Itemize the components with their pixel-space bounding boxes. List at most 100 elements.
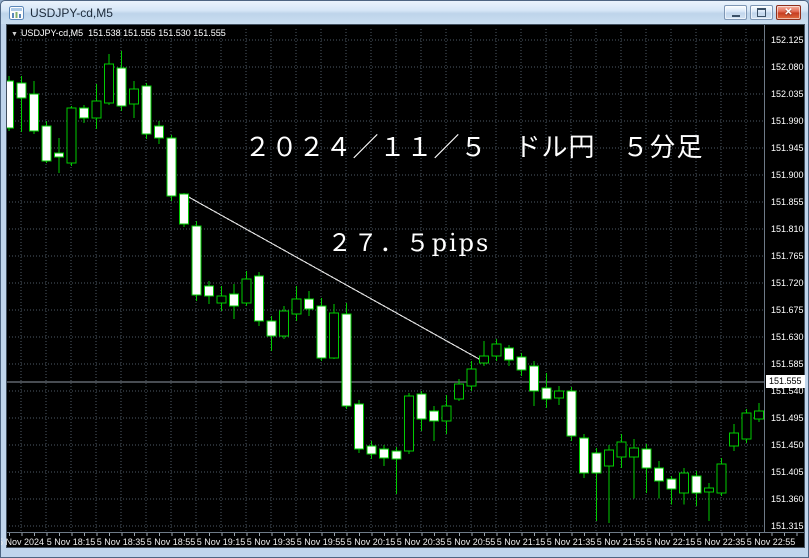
time-axis-label: 5 Nov 18:35 — [96, 537, 146, 547]
candle — [291, 298, 302, 315]
candle — [679, 472, 689, 494]
candle — [654, 467, 664, 482]
time-axis-label: 5 Nov 21:15 — [496, 537, 546, 547]
time-axis[interactable]: 5 Nov 2024 5 Nov 18:15 5 Nov 18:35 5 Nov 18… — [1, 532, 804, 549]
candle — [716, 463, 727, 494]
price-axis-label: 151.765 — [771, 251, 804, 261]
candle — [154, 125, 164, 139]
candlestick-chart[interactable]: ▼ USDJPY-cd,M5 151.538 151.555 151.530 15… — [1, 24, 805, 549]
time-axis-label: 5 Nov 22:55 — [746, 537, 796, 547]
candle — [591, 452, 602, 474]
candle — [91, 100, 102, 119]
price-axis-label: 151.900 — [771, 170, 804, 180]
candle — [16, 82, 27, 99]
ohlc-values: USDJPY-cd,M5 151.538 151.555 151.530 151… — [20, 28, 226, 38]
time-axis-label: 5 Nov 21:55 — [596, 537, 646, 547]
close-icon: ✕ — [784, 6, 793, 18]
price-axis-label: 152.125 — [771, 35, 804, 45]
time-axis-label: 5 Nov 20:15 — [346, 537, 396, 547]
price-axis-label: 151.855 — [771, 197, 804, 207]
candle — [541, 387, 552, 400]
candle — [641, 448, 652, 469]
candle — [666, 478, 677, 490]
candle — [391, 450, 402, 460]
candle — [404, 395, 414, 452]
candle — [254, 275, 264, 322]
price-axis-label: 151.720 — [771, 278, 804, 288]
candle — [204, 285, 214, 297]
price-axis-label: 151.990 — [771, 116, 804, 126]
candle — [129, 88, 139, 105]
time-axis-label: 5 Nov 22:15 — [646, 537, 696, 547]
candle — [729, 432, 739, 447]
candle — [54, 152, 64, 158]
candle — [691, 475, 702, 494]
minimize-icon — [731, 14, 740, 17]
candle — [604, 449, 614, 467]
time-axis-label: 5 Nov 19:35 — [246, 537, 296, 547]
candle — [429, 410, 439, 422]
candle — [66, 107, 77, 164]
candle — [241, 278, 252, 304]
time-axis-label: 5 Nov 18:55 — [146, 537, 196, 547]
price-axis-label: 151.450 — [771, 440, 804, 450]
time-axis-label: 5 Nov 20:55 — [446, 537, 496, 547]
candle — [479, 355, 489, 364]
ohlc-header: ▼ USDJPY-cd,M5 151.538 151.555 151.530 15… — [11, 28, 226, 38]
candle — [529, 365, 539, 392]
annotation-pips-label: ２７．５pips — [327, 229, 491, 257]
time-axis-label: 5 Nov 19:15 — [196, 537, 246, 547]
candle — [341, 313, 352, 407]
candle — [579, 437, 589, 474]
minimize-button[interactable] — [724, 5, 747, 20]
candle — [191, 225, 202, 296]
time-axis-label: 5 Nov 18:15 — [46, 537, 96, 547]
trend-line — [184, 194, 480, 360]
price-axis-label: 151.405 — [771, 467, 804, 477]
candle — [379, 448, 389, 459]
candle — [354, 403, 364, 450]
candle — [616, 441, 627, 458]
chart-plot[interactable] — [7, 25, 764, 533]
annotation-date-label: ２０２４／１１／５ ドル円 ５分足 — [244, 133, 704, 163]
price-axis-label: 151.495 — [771, 413, 804, 423]
price-axis-label: 151.315 — [771, 521, 804, 531]
candle — [416, 393, 427, 420]
candle — [366, 445, 377, 455]
price-axis-label: 151.810 — [771, 224, 804, 234]
current-price-tag: 151.555 — [766, 375, 805, 388]
price-axis-label: 152.035 — [771, 89, 804, 99]
candle — [504, 347, 514, 361]
time-axis-label: 5 Nov 2024 — [0, 537, 45, 547]
window-title: USDJPY-cd,M5 — [30, 5, 113, 20]
chart-window-icon — [9, 5, 24, 20]
candle — [116, 67, 127, 107]
candle — [566, 390, 577, 437]
candle — [266, 320, 277, 337]
close-button[interactable]: ✕ — [776, 5, 801, 20]
candle — [516, 356, 527, 371]
candle — [166, 137, 177, 197]
candle — [466, 368, 477, 387]
candle — [229, 293, 239, 307]
candle — [279, 310, 289, 337]
time-axis-label: 5 Nov 20:35 — [396, 537, 446, 547]
candle — [441, 405, 452, 422]
candle — [141, 85, 152, 135]
price-axis-label: 151.585 — [771, 359, 804, 369]
maximize-button[interactable] — [750, 5, 773, 20]
maximize-icon — [757, 8, 766, 17]
price-axis-label: 151.360 — [771, 494, 804, 504]
candle — [104, 63, 114, 104]
candle — [704, 487, 714, 493]
chart-dropdown-icon[interactable]: ▼ — [11, 31, 18, 38]
price-axis[interactable]: 152.125 152.080 152.035 151.990 151.945 151.9… — [764, 25, 805, 532]
candle — [454, 383, 464, 400]
price-axis-label: 151.540 — [771, 386, 804, 396]
window-titlebar[interactable]: USDJPY-cd,M5 ✕ — [1, 1, 808, 24]
candle — [7, 80, 14, 129]
candle — [79, 107, 89, 119]
candle — [41, 125, 52, 162]
time-axis-label: 5 Nov 22:35 — [696, 537, 746, 547]
